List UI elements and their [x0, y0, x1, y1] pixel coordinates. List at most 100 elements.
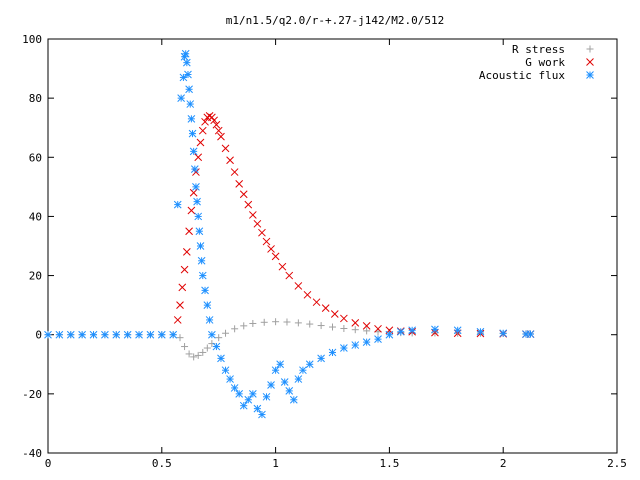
x-tick-label: 1.5: [379, 457, 399, 470]
legend-label: Acoustic flux: [479, 69, 565, 82]
data-point: [205, 316, 214, 324]
data-point: [179, 73, 188, 82]
legend-marker: [586, 58, 594, 66]
data-point: [239, 190, 248, 199]
data-point: [189, 188, 198, 197]
series-g-work: [173, 112, 535, 338]
data-point: [208, 330, 216, 339]
data-point: [408, 326, 417, 335]
data-point: [187, 114, 196, 123]
data-point: [193, 197, 201, 206]
data-point: [294, 319, 302, 327]
x-tick-label: 0: [45, 457, 52, 470]
y-tick-label: 100: [22, 33, 42, 46]
data-point: [173, 316, 182, 324]
data-point: [55, 330, 64, 339]
data-point: [235, 390, 244, 398]
data-point: [78, 330, 86, 339]
data-point: [226, 156, 234, 165]
data-point: [169, 330, 178, 339]
data-point: [89, 330, 98, 339]
data-point: [222, 329, 230, 337]
data-point: [271, 252, 280, 261]
x-tick-label: 2: [500, 457, 507, 470]
data-point: [351, 319, 360, 327]
data-point: [431, 325, 439, 334]
data-point: [187, 206, 196, 215]
data-point: [267, 245, 275, 253]
data-point: [186, 100, 195, 108]
data-point: [176, 301, 184, 309]
data-point: [321, 304, 330, 312]
data-point: [185, 350, 193, 358]
data-point: [185, 227, 193, 236]
data-point: [44, 330, 52, 339]
data-point: [203, 344, 211, 352]
data-point: [210, 116, 219, 125]
data-point: [294, 282, 303, 290]
data-point: [340, 344, 348, 352]
data-point: [201, 117, 209, 126]
data-point: [195, 227, 204, 236]
data-point: [188, 129, 197, 138]
x-tick-label: 2.5: [607, 457, 627, 470]
data-point: [221, 366, 230, 375]
data-point: [123, 330, 132, 339]
data-point: [240, 322, 248, 330]
data-point: [271, 366, 280, 375]
data-point: [177, 94, 185, 102]
series-layer: [44, 49, 535, 419]
plot-axes: -40 -20 0 20 40 60 80 100 0 0.5 1 1.5 2 2.5: [22, 33, 627, 470]
data-point: [267, 381, 275, 389]
y-tick-label: 0: [35, 329, 42, 342]
y-tick-label: 60: [29, 151, 42, 164]
data-point: [198, 126, 207, 135]
y-tick-label: 20: [29, 270, 42, 283]
data-point: [239, 401, 248, 410]
data-point: [312, 298, 321, 307]
data-point: [329, 323, 336, 331]
legend-label: G work: [525, 56, 565, 69]
data-point: [374, 335, 382, 344]
data-point: [146, 330, 155, 339]
legend-marker: [586, 45, 594, 53]
data-point: [196, 138, 205, 147]
chart-title: m1/n1.5/q2.0/r-+.27-j142/M2.0/512: [226, 14, 445, 27]
data-point: [285, 387, 294, 395]
data-point: [208, 340, 216, 348]
data-point: [189, 147, 198, 156]
data-point: [317, 354, 325, 363]
data-point: [135, 330, 143, 339]
data-point: [276, 360, 285, 369]
data-point: [476, 327, 485, 336]
data-point: [201, 286, 209, 295]
data-point: [280, 378, 289, 386]
data-point: [299, 366, 307, 375]
data-point: [190, 165, 199, 173]
data-point: [351, 326, 359, 334]
data-point: [214, 126, 223, 135]
data-point: [303, 290, 312, 299]
data-point: [182, 58, 191, 67]
data-point: [66, 330, 75, 339]
data-point: [182, 248, 191, 256]
data-point: [194, 212, 203, 221]
data-point: [226, 375, 234, 383]
data-point: [230, 384, 239, 392]
data-point: [306, 320, 314, 328]
data-point: [176, 334, 184, 342]
data-point: [181, 49, 190, 58]
y-tick-label: -40: [22, 447, 42, 460]
data-point: [374, 324, 382, 333]
data-point: [181, 343, 189, 351]
y-tick-label: 80: [29, 92, 42, 105]
data-point: [262, 392, 271, 401]
y-tick-label: -20: [22, 388, 42, 401]
data-point: [196, 242, 205, 250]
data-point: [192, 183, 200, 191]
data-point: [248, 211, 257, 219]
data-point: [278, 262, 287, 271]
data-point: [199, 348, 207, 356]
data-point: [453, 326, 462, 335]
